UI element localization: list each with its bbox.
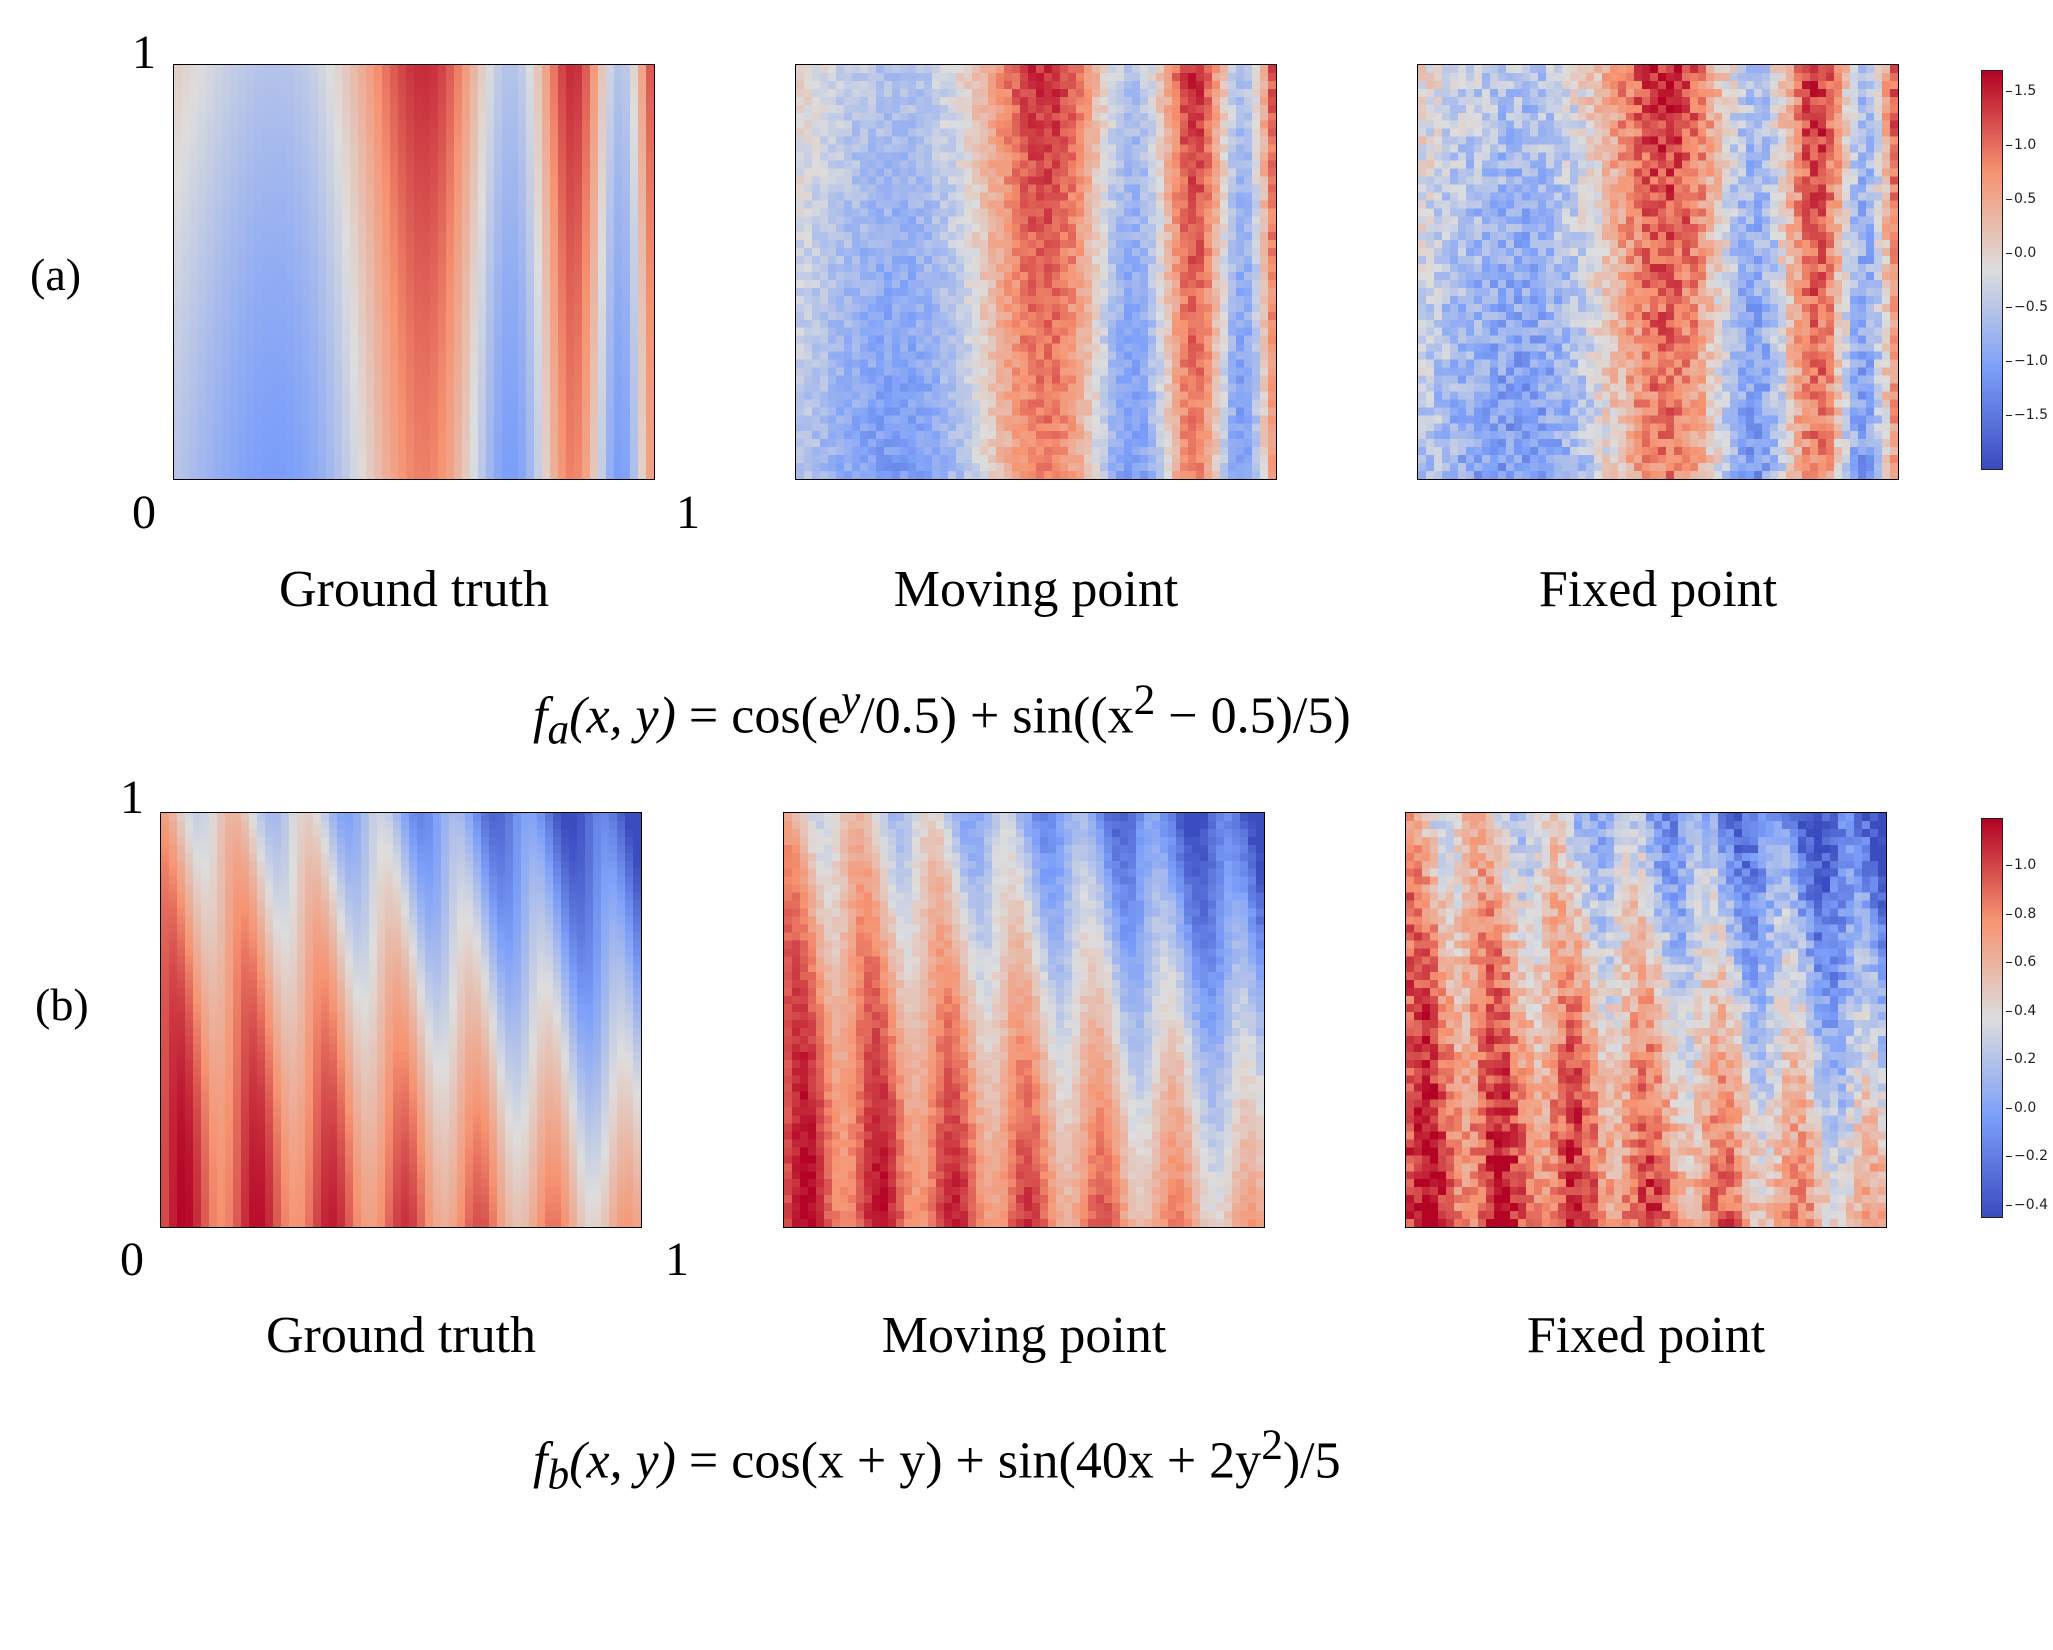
row-b-x-tick-right: 1 [665,1233,689,1286]
caption-a-ground-truth: Ground truth [278,561,550,618]
row-a-label: (a) [30,249,82,300]
formula-a: fa(x, y) = cos(ey/0.5) + sin((x2 − 0.5)/… [533,676,1351,754]
colorbar-tick-label: −0.5 [2006,298,2048,315]
caption-a-moving-point: Moving point [893,561,1179,618]
colorbar-tick-label: 1.5 [2005,82,2037,99]
caption-a-fixed-point: Fixed point [1538,561,1778,618]
caption-b-fixed-point: Fixed point [1526,1307,1766,1364]
heatmap-a-moving-point [795,64,1277,480]
heatmap-a-ground-truth [173,64,655,480]
row-a-x-tick-right: 1 [676,486,700,539]
colorbar-a [1981,70,2003,470]
colorbar-tick-label: 0.5 [2005,190,2037,207]
colorbar-tick-label: −0.2 [2006,1148,2048,1165]
formula-b: fb(x, y) = cos(x + y) + sin(40x + 2y2)/5 [533,1421,1341,1499]
colorbar-tick-label: 0.2 [2005,1051,2037,1068]
row-a-origin-tick: 0 [132,486,156,539]
heatmap-b-moving-point [783,812,1265,1228]
colorbar-tick-label: 1.0 [2005,136,2037,153]
row-b-label: (b) [35,979,89,1030]
colorbar-tick-label: −0.4 [2006,1196,2048,1213]
heatmap-b-ground-truth [160,812,642,1228]
row-a-y-tick-top: 1 [132,26,156,79]
row-b-origin-tick: 0 [120,1233,144,1286]
colorbar-tick-label: 0.0 [2005,244,2037,261]
colorbar-tick-label: 0.6 [2005,954,2037,971]
colorbar-tick-label: 0.4 [2005,1002,2037,1019]
colorbar-tick-label: −1.5 [2006,406,2048,423]
colorbar-tick-label: 0.8 [2005,905,2037,922]
caption-b-moving-point: Moving point [881,1307,1167,1364]
colorbar-tick-label: 1.0 [2005,857,2037,874]
heatmap-b-fixed-point [1405,812,1887,1228]
colorbar-b [1981,818,2003,1218]
row-b-y-tick-top: 1 [120,771,144,824]
caption-b-ground-truth: Ground truth [265,1307,537,1364]
heatmap-a-fixed-point [1417,64,1899,480]
colorbar-tick-label: −1.0 [2006,352,2048,369]
colorbar-tick-label: 0.0 [2005,1099,2037,1116]
